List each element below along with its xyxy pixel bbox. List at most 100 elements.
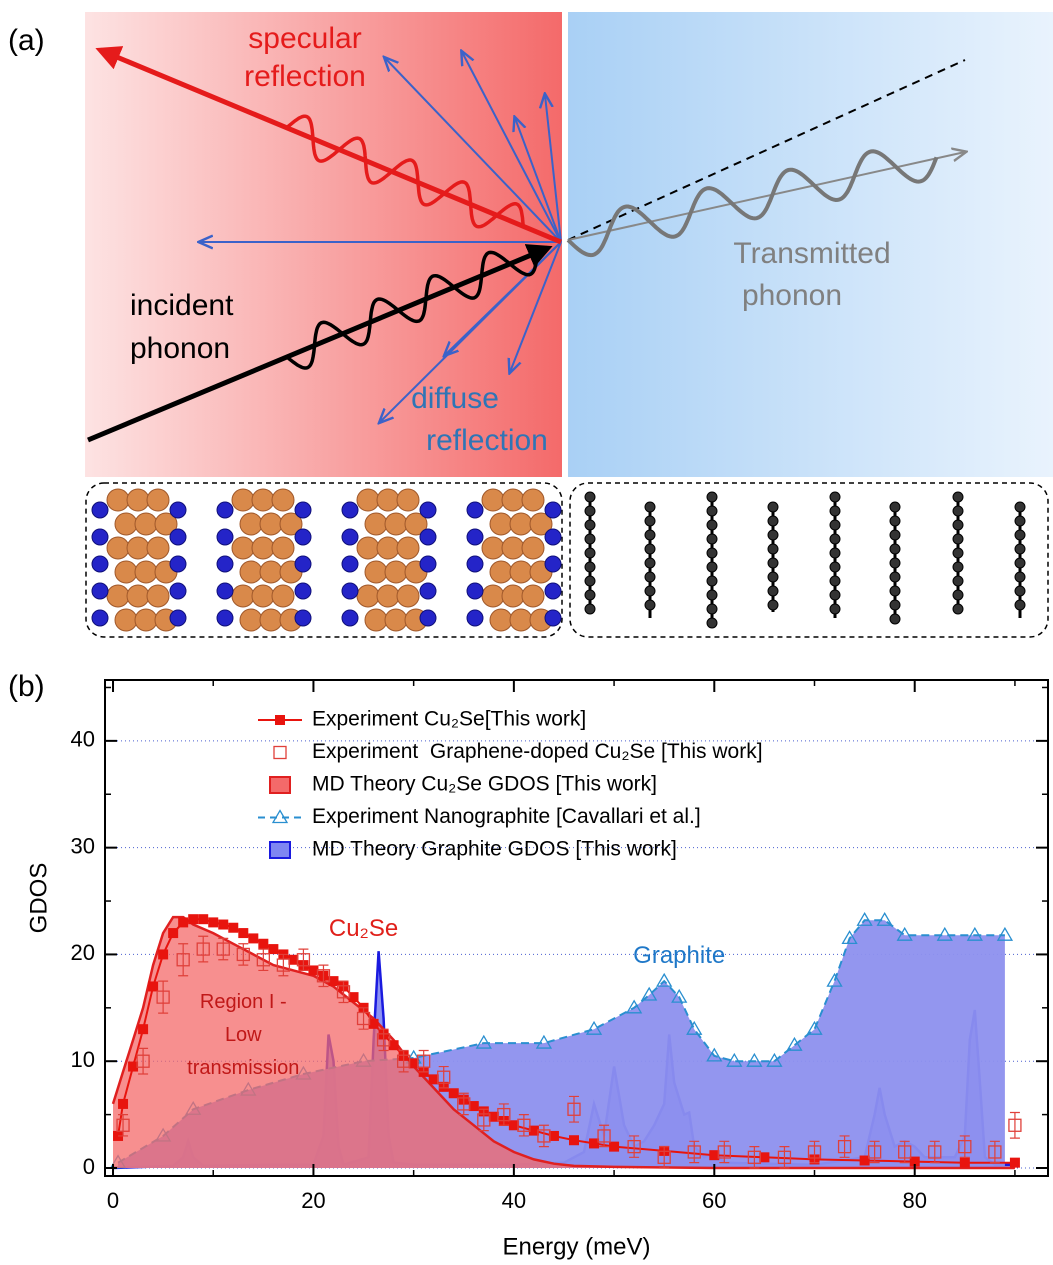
cu-atom bbox=[356, 536, 380, 560]
marker bbox=[273, 745, 287, 760]
c-atom bbox=[584, 561, 596, 573]
error-bar bbox=[749, 1146, 760, 1169]
cu-atom bbox=[501, 536, 525, 560]
c-atom bbox=[584, 589, 596, 601]
cu-atom bbox=[134, 560, 158, 584]
cu-atom bbox=[396, 536, 420, 560]
cu-atom bbox=[259, 560, 283, 584]
marker bbox=[896, 926, 913, 941]
marker bbox=[528, 1125, 539, 1136]
cu-atom bbox=[251, 584, 275, 608]
annotation: Cu₂Se bbox=[329, 915, 398, 942]
y-tick-label: 30 bbox=[71, 833, 95, 858]
c-atom bbox=[829, 533, 841, 545]
marker bbox=[657, 1150, 671, 1164]
marker bbox=[488, 1111, 499, 1122]
c-atom bbox=[767, 599, 779, 611]
cu-atom bbox=[114, 608, 138, 632]
error-bar bbox=[629, 1135, 640, 1158]
marker bbox=[656, 972, 673, 987]
se-atom bbox=[419, 582, 437, 600]
x-tick-label: 60 bbox=[702, 1188, 726, 1213]
marker bbox=[856, 911, 873, 926]
se-atom bbox=[466, 609, 484, 627]
marker bbox=[376, 1033, 391, 1047]
marker bbox=[759, 1152, 770, 1163]
error-bar bbox=[318, 964, 329, 988]
c-atom bbox=[1014, 557, 1026, 569]
marker bbox=[368, 1018, 379, 1029]
c-atom bbox=[952, 505, 964, 517]
cu-atom bbox=[376, 584, 400, 608]
c-atom bbox=[952, 519, 964, 531]
cu-atom bbox=[364, 560, 388, 584]
c-atom bbox=[889, 515, 901, 527]
se-atom bbox=[169, 582, 187, 600]
c-atom bbox=[584, 519, 596, 531]
cu-atom bbox=[356, 584, 380, 608]
c-atom bbox=[952, 575, 964, 587]
error-bar bbox=[358, 1007, 369, 1030]
cu-atom bbox=[154, 512, 178, 536]
cu-atom bbox=[231, 488, 255, 512]
error-bar bbox=[338, 980, 349, 1004]
marker bbox=[497, 1107, 511, 1122]
marker bbox=[468, 1101, 479, 1112]
marker bbox=[136, 1054, 150, 1068]
y-tick-label: 0 bbox=[83, 1154, 95, 1179]
specular-label: reflection bbox=[244, 60, 366, 93]
cu-atom bbox=[146, 488, 170, 512]
cu-atom bbox=[146, 536, 170, 560]
error-bar bbox=[719, 1140, 730, 1164]
error-bar bbox=[438, 1065, 449, 1089]
c-atom bbox=[584, 533, 596, 545]
diffuse-label: diffuse bbox=[411, 382, 499, 415]
se-atom bbox=[544, 501, 562, 519]
c-atom bbox=[584, 575, 596, 587]
c-atom bbox=[829, 519, 841, 531]
cu-atom bbox=[271, 536, 295, 560]
error-bar bbox=[899, 1140, 910, 1164]
cu-atom bbox=[231, 536, 255, 560]
se-atom bbox=[91, 555, 109, 573]
cu-atom bbox=[356, 488, 380, 512]
cu-atom bbox=[396, 488, 420, 512]
error-bar bbox=[568, 1095, 579, 1123]
se-atom bbox=[216, 555, 234, 573]
se-atom bbox=[91, 501, 109, 519]
error-bar bbox=[198, 935, 209, 963]
se-atom bbox=[466, 501, 484, 519]
marker bbox=[627, 1139, 641, 1154]
se-atom bbox=[294, 582, 312, 600]
marker bbox=[841, 930, 858, 945]
cu-atom bbox=[126, 488, 150, 512]
marker bbox=[609, 1141, 620, 1152]
cu-atom bbox=[384, 512, 408, 536]
error-bar bbox=[599, 1124, 610, 1148]
se-atom bbox=[216, 501, 234, 519]
c-atom bbox=[889, 501, 901, 513]
incident-label: incident bbox=[130, 289, 234, 322]
marker bbox=[356, 1011, 371, 1026]
marker bbox=[271, 809, 289, 824]
marker bbox=[216, 942, 230, 956]
diffuse-arrow bbox=[385, 58, 562, 243]
c-atom bbox=[706, 617, 718, 629]
c-atom bbox=[889, 543, 901, 555]
marker bbox=[747, 1150, 762, 1164]
c-atom bbox=[767, 515, 779, 527]
structure-box bbox=[85, 482, 563, 638]
panel-a: (a) specular reflection incident phonon … bbox=[8, 12, 1053, 638]
c-atom bbox=[829, 575, 841, 587]
marker bbox=[138, 1024, 149, 1035]
cu-atom bbox=[106, 536, 130, 560]
c-atom bbox=[889, 599, 901, 611]
error-bar bbox=[839, 1135, 850, 1158]
cu-atom bbox=[521, 536, 545, 560]
c-atom bbox=[952, 589, 964, 601]
error-bar bbox=[1009, 1111, 1020, 1139]
cu-atom bbox=[384, 560, 408, 584]
legend-label: MD Theory Cu₂Se GDOS [This work] bbox=[312, 773, 657, 796]
c-atom bbox=[829, 589, 841, 601]
cu-atom bbox=[529, 512, 553, 536]
